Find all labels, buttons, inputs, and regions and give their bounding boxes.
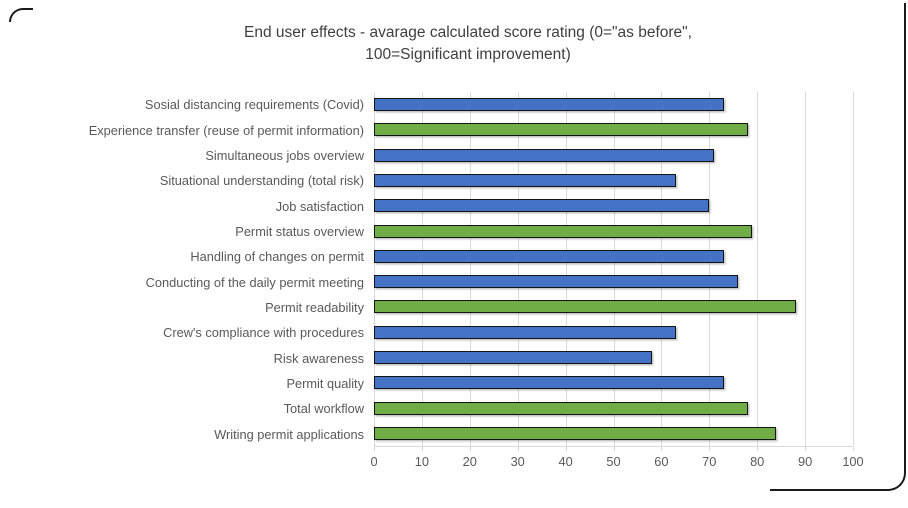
gridline-50 [613,92,615,446]
axis-tick-70 [709,447,711,451]
gridline-30 [517,92,519,446]
bar-row [374,117,853,142]
bar-row [374,395,853,420]
category-label: Permit status overview [235,223,364,239]
axis-tick-60 [661,447,663,451]
tick-label-0: 0 [370,454,378,469]
chart-title-line2: 100=Significant improvement) [365,46,571,64]
axis-tick-100 [853,447,854,451]
bar-row [374,218,853,243]
category-label: Situational understanding (total risk) [159,173,364,189]
bar-row [374,421,853,446]
frame-right-border [770,3,906,491]
tick-label-80: 80 [750,454,765,469]
plot-area [374,92,854,451]
tick-label-30: 30 [510,454,525,469]
bar-row [374,294,853,319]
axis-tick-30 [517,447,519,451]
gridline-10 [421,92,423,446]
bar-green [374,224,753,238]
gridline-70 [709,92,711,446]
bar-blue [374,98,724,112]
chart-title: End user effects - avarage calculated sc… [30,22,906,67]
tick-label-90: 90 [797,454,813,469]
category-label: Handling of changes on permit [190,249,364,265]
bar-blue [374,249,724,263]
category-label: Crew's compliance with procedures [163,325,364,341]
bar-row [374,345,853,370]
frame-top-left-corner [9,8,33,22]
gridline-80 [757,92,759,446]
category-axis-labels: Sosial distancing requirements (Covid) Ex… [0,92,364,447]
tick-label-20: 20 [462,454,477,469]
bar-blue [374,325,676,339]
bar-row [374,143,853,168]
bar-blue [374,173,676,187]
bar-blue [374,350,652,364]
gridline-100 [853,92,854,446]
bar-green [374,300,796,314]
bar-row [374,92,853,117]
axis-tick-20 [469,447,471,451]
category-label: Simultaneous jobs overview [205,147,364,163]
bar-green [374,123,748,137]
category-label: Job satisfaction [275,198,364,214]
bar-green [374,401,748,415]
bar-row [374,193,853,218]
axis-tick-10 [421,447,423,451]
category-label: Permit readability [265,300,364,316]
bar-green [374,426,777,440]
category-label: Conducting of the daily permit meeting [145,274,364,290]
bar-row [374,320,853,345]
bar-blue [374,199,710,213]
tick-label-10: 10 [414,454,430,469]
gridline-20 [469,92,471,446]
category-label: Total workflow [283,401,364,417]
category-label: Experience transfer (reuse of permit inf… [88,122,364,138]
tick-label-40: 40 [558,454,573,469]
category-label: Risk awareness [273,350,364,366]
bar-blue [374,376,724,390]
category-label: Permit quality [286,376,364,392]
gridline-40 [565,92,567,446]
axis-tick-80 [757,447,759,451]
tick-label-50: 50 [606,454,621,469]
value-axis-labels: 0 10 20 30 40 50 60 70 80 90 100 [370,454,863,472]
axis-tick-90 [805,447,807,451]
axis-tick-40 [565,447,567,451]
chart-title-line1: End user effects - avarage calculated sc… [244,24,692,41]
bar-row [374,244,853,269]
bar-row [374,269,853,294]
category-label: Sosial distancing requirements (Covid) [144,97,364,113]
bar-blue [374,275,739,289]
tick-label-100: 100 [842,454,864,469]
gridline-0 [374,92,375,446]
tick-label-70: 70 [702,454,717,469]
axis-tick-0 [374,447,375,451]
gridline-90 [805,92,807,446]
gridline-60 [661,92,663,446]
category-label: Writing permit applications [214,426,364,442]
tick-label-60: 60 [654,454,669,469]
bar-blue [374,148,715,162]
bar-row [374,370,853,395]
axis-tick-50 [613,447,615,451]
bar-row [374,168,853,193]
